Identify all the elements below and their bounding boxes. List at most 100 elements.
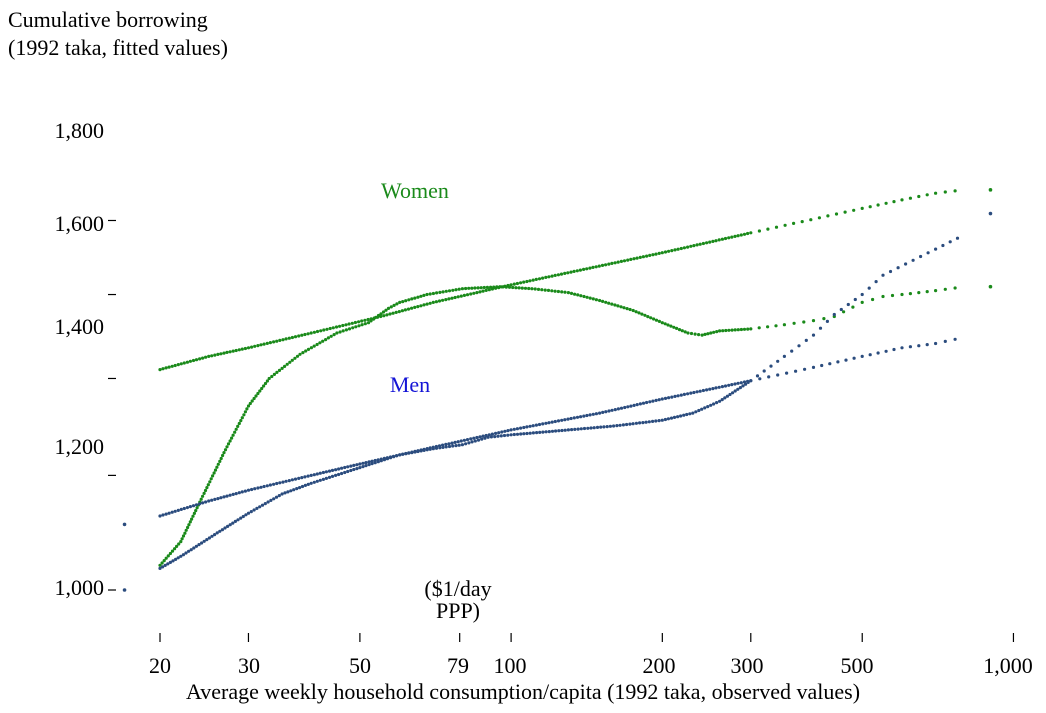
data-point bbox=[286, 490, 290, 494]
data-point bbox=[689, 331, 694, 336]
data-point bbox=[200, 541, 204, 545]
data-point bbox=[236, 424, 240, 428]
data-point bbox=[519, 281, 523, 285]
data-point bbox=[361, 465, 365, 469]
data-point bbox=[478, 435, 482, 439]
data-point bbox=[660, 418, 664, 422]
data-point bbox=[357, 324, 361, 328]
data-point bbox=[487, 288, 491, 292]
data-point bbox=[573, 292, 577, 296]
data-point bbox=[170, 364, 174, 368]
data-point bbox=[731, 391, 735, 395]
data-point bbox=[692, 244, 696, 248]
data-point bbox=[507, 285, 512, 289]
data-point bbox=[363, 318, 367, 322]
data-point bbox=[708, 240, 712, 244]
data-point bbox=[727, 236, 731, 240]
data-point bbox=[728, 392, 732, 397]
data-point bbox=[246, 404, 251, 408]
data-point bbox=[496, 434, 500, 438]
data-point bbox=[213, 497, 217, 501]
data-point bbox=[395, 454, 399, 458]
data-point bbox=[285, 362, 289, 366]
data-point bbox=[195, 506, 199, 510]
data-point bbox=[256, 486, 260, 490]
data-point bbox=[538, 430, 542, 434]
data-point bbox=[177, 542, 181, 546]
data-point bbox=[573, 427, 577, 431]
data-point bbox=[594, 298, 599, 302]
data-point bbox=[911, 258, 915, 262]
data-point bbox=[616, 304, 620, 308]
data-point bbox=[312, 330, 316, 334]
data-point bbox=[164, 556, 168, 560]
data-point bbox=[379, 459, 383, 463]
y-axis-title-line2: (1992 taka, fitted values) bbox=[8, 35, 228, 60]
data-point bbox=[908, 196, 913, 200]
data-point bbox=[881, 273, 885, 277]
data-point bbox=[312, 344, 316, 348]
data-point bbox=[234, 427, 238, 431]
data-point bbox=[293, 356, 297, 360]
data-point bbox=[782, 354, 787, 358]
data-point bbox=[599, 425, 603, 429]
data-point bbox=[179, 540, 183, 544]
data-point bbox=[563, 428, 567, 432]
data-point bbox=[698, 389, 702, 393]
data-point bbox=[388, 456, 393, 460]
data-point bbox=[546, 288, 551, 292]
data-point bbox=[741, 384, 745, 388]
data-point bbox=[262, 342, 266, 346]
data-point bbox=[679, 246, 683, 251]
data-point bbox=[714, 239, 718, 243]
data-point bbox=[194, 509, 198, 513]
data-point bbox=[797, 344, 801, 348]
data-point bbox=[419, 304, 423, 308]
data-point bbox=[594, 265, 598, 269]
data-point bbox=[641, 401, 646, 405]
data-point bbox=[438, 290, 442, 294]
data-point bbox=[164, 366, 168, 370]
data-point bbox=[363, 322, 367, 326]
data-point bbox=[736, 234, 740, 238]
data-point bbox=[643, 313, 647, 317]
data-point bbox=[207, 499, 211, 503]
data-point bbox=[647, 420, 651, 424]
data-point bbox=[283, 364, 287, 368]
data-point bbox=[612, 424, 616, 428]
data-point bbox=[825, 319, 830, 323]
data-point bbox=[341, 323, 345, 328]
data-point bbox=[481, 289, 485, 293]
data-point bbox=[725, 394, 730, 398]
data-point bbox=[457, 287, 461, 291]
x-tick-label: 79 bbox=[447, 653, 469, 678]
data-point bbox=[892, 347, 896, 352]
data-point bbox=[711, 387, 715, 391]
data-point bbox=[601, 410, 605, 414]
data-point bbox=[274, 495, 279, 499]
data-point bbox=[407, 451, 411, 455]
data-point bbox=[226, 524, 230, 529]
data-point bbox=[706, 405, 710, 409]
data-point bbox=[338, 324, 342, 328]
data-point bbox=[703, 406, 707, 410]
x-tick-label: 20 bbox=[149, 653, 171, 678]
data-point bbox=[210, 498, 214, 502]
data-point bbox=[826, 214, 830, 218]
data-point bbox=[525, 431, 529, 436]
data-point bbox=[767, 375, 771, 379]
data-point bbox=[384, 308, 388, 312]
data-point bbox=[651, 253, 655, 257]
data-point bbox=[604, 300, 608, 304]
data-point bbox=[444, 442, 448, 446]
data-point bbox=[595, 425, 600, 429]
data-point bbox=[166, 562, 170, 566]
data-point bbox=[456, 295, 460, 299]
data-point bbox=[550, 274, 554, 278]
outlier-point bbox=[988, 211, 993, 216]
data-point bbox=[598, 298, 602, 303]
data-point bbox=[259, 343, 263, 347]
data-point bbox=[646, 315, 650, 319]
data-point bbox=[670, 395, 674, 399]
data-point bbox=[364, 461, 368, 465]
